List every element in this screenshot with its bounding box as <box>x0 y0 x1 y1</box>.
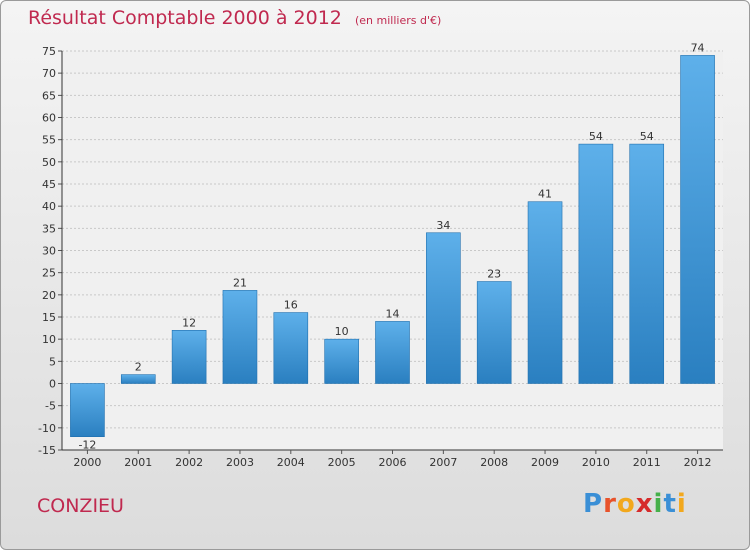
x-tick-label: 2012 <box>684 456 712 469</box>
y-tick-label: 50 <box>42 156 56 169</box>
bar <box>70 383 105 438</box>
y-tick-label: 15 <box>42 311 56 324</box>
data-label: 14 <box>386 307 400 320</box>
y-tick-label: 70 <box>42 67 56 80</box>
y-tick-label: -10 <box>38 422 56 435</box>
x-tick-label: 2005 <box>328 456 356 469</box>
brand-logo: Proxiti <box>583 489 687 519</box>
y-tick-label: -5 <box>45 400 56 413</box>
y-tick-label: 55 <box>42 134 56 147</box>
title-row: Résultat Comptable 2000 à 2012 (en milli… <box>28 7 441 29</box>
brand-letter: r <box>603 489 617 519</box>
bar <box>578 143 614 384</box>
y-tick-label: 0 <box>49 378 56 391</box>
x-tick-label: 2011 <box>633 456 661 469</box>
y-tick-label: 25 <box>42 267 56 280</box>
bar <box>680 55 715 384</box>
data-label: 16 <box>284 299 298 312</box>
data-label: 74 <box>691 41 705 54</box>
y-tick-label: 45 <box>42 178 56 191</box>
brand-letter: i <box>653 489 664 519</box>
bar <box>171 329 207 384</box>
bar <box>375 321 410 384</box>
x-tick-label: 2009 <box>531 456 559 469</box>
data-label: 2 <box>135 361 142 374</box>
data-label: 23 <box>487 268 501 281</box>
y-tick-label: 35 <box>42 222 56 235</box>
brand-letter: P <box>583 489 604 519</box>
y-tick-label: 10 <box>42 333 56 346</box>
x-tick-label: 2008 <box>480 456 508 469</box>
data-label: 54 <box>640 130 654 143</box>
x-tick-label: 2003 <box>226 456 254 469</box>
y-tick-label: 65 <box>42 89 56 102</box>
y-tick-label: 5 <box>49 355 56 368</box>
chart-unit: (en milliers d'€) <box>354 14 442 27</box>
y-tick-label: 75 <box>42 45 56 58</box>
bar <box>426 232 461 384</box>
x-tick-label: 2006 <box>379 456 407 469</box>
bar <box>273 312 309 384</box>
data-label: -12 <box>78 439 96 452</box>
data-label: 10 <box>335 325 349 338</box>
bar <box>629 143 665 384</box>
y-tick-label: 20 <box>42 289 56 302</box>
data-label: 21 <box>233 276 247 289</box>
y-tick-label: -15 <box>38 444 56 457</box>
x-tick-label: 2002 <box>175 456 203 469</box>
y-tick-label: 30 <box>42 245 56 258</box>
y-tick-label: 60 <box>42 112 56 125</box>
x-tick-label: 2010 <box>582 456 610 469</box>
brand-letter: x <box>635 489 654 519</box>
chart-title: Résultat Comptable 2000 à 2012 <box>28 7 342 29</box>
data-label: 34 <box>436 219 450 232</box>
y-tick-label: 40 <box>42 200 56 213</box>
data-label: 41 <box>538 188 552 201</box>
brand-letter: i <box>676 489 687 519</box>
bar <box>527 201 563 384</box>
town-name: CONZIEU <box>37 495 124 517</box>
bar <box>120 374 156 384</box>
x-tick-label: 2004 <box>277 456 305 469</box>
x-tick-label: 2007 <box>429 456 457 469</box>
bar <box>476 281 512 384</box>
brand-letter: t <box>663 489 677 519</box>
brand-letter: o <box>616 489 636 519</box>
x-tick-label: 2001 <box>124 456 152 469</box>
x-tick-label: 2000 <box>73 456 101 469</box>
data-label: 12 <box>182 316 196 329</box>
bar <box>222 290 258 384</box>
data-label: 54 <box>589 130 603 143</box>
bar <box>324 338 359 384</box>
